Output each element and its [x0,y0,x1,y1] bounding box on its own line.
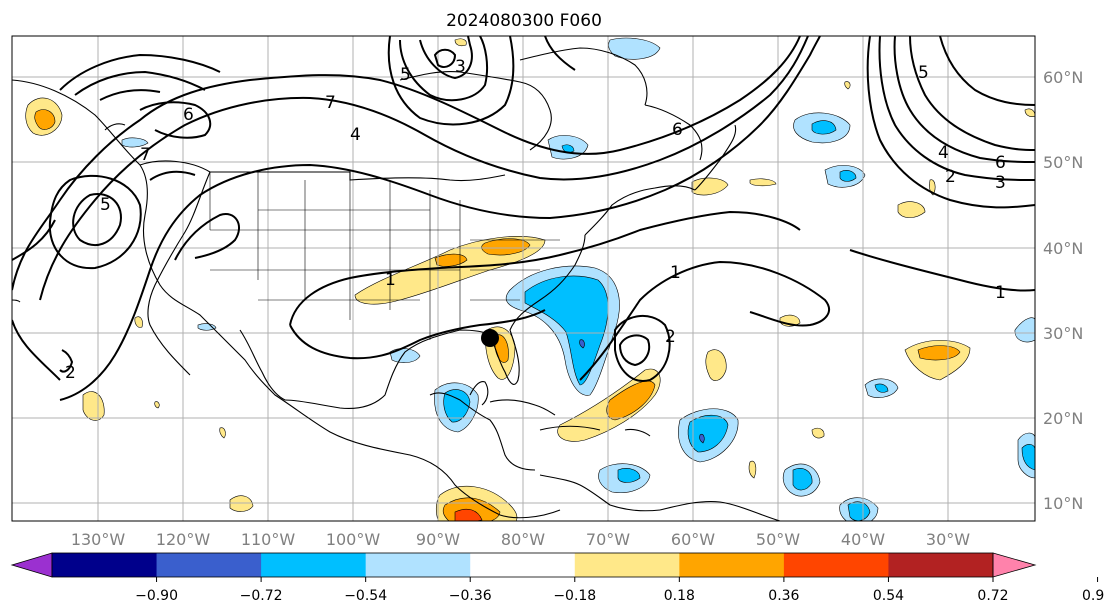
longitude-label: 100°W [326,530,381,549]
longitude-label: 130°W [71,530,126,549]
longitude-label: 120°W [156,530,211,549]
colorbar-segment [888,553,994,577]
contour-label: 2 [665,327,676,347]
latitude-label: 30°N [1043,324,1083,343]
colorbar-tick-labels: −0.90 −0.72 −0.54 −0.36 −0.18 0.18 0.36 0.54 0.7… [135,577,1105,604]
latitude-label: 10°N [1043,494,1083,513]
map-frame [11,35,1036,522]
colorbar-border [51,552,994,578]
colorbar-tick-label: −0.18 [553,588,596,604]
longitude-label: 90°W [416,530,460,549]
longitude-label: 70°W [586,530,630,549]
colorbar-tick-label: 0.18 [664,588,695,604]
map-area: 1 1 1 2 2 2 3 3 4 4 5 5 5 6 6 6 7 7 [12,36,1035,521]
contour-label: 4 [938,143,949,163]
contour-label: 7 [140,145,151,165]
colorbar-tick-label: 0.36 [768,588,799,604]
longitude-label: 60°W [671,530,715,549]
colorbar-segment [52,553,158,577]
contour-label: 6 [995,153,1006,173]
longitude-label: 30°W [926,530,970,549]
contour-label: 4 [350,125,361,145]
colorbar-extend-low [10,552,53,578]
latitude-label: 60°N [1043,68,1083,87]
longitude-label: 80°W [501,530,545,549]
contour-label: 5 [100,195,111,215]
colorbar-segment [365,553,471,577]
contour-label: 3 [995,173,1006,193]
longitude-labels: 130°W 120°W 110°W 100°W 90°W 80°W 70°W 60°W 50°W… [71,530,970,549]
colorbar-segment [156,553,262,577]
contour-label: 6 [672,120,683,140]
contour-label: 6 [183,105,194,125]
contour-label: 7 [325,93,336,113]
contour-label: 2 [945,167,956,187]
state-borders [209,172,560,340]
colorbar-segment [470,553,576,577]
contour-label: 1 [385,270,396,290]
contour-label: 5 [918,63,929,83]
contour-label: 2 [65,363,76,383]
negative-anomaly-shading [121,37,1035,521]
colorbar-extend-high [992,552,1037,578]
colorbar-tick-label: −0.36 [449,588,492,604]
colorbar-segment [679,553,785,577]
colorbar-tick-label: 0.90 [1082,588,1105,604]
colorbar-tick-label: 0.54 [873,588,904,604]
colorbar-segment [261,553,367,577]
contour-labels: 1 1 1 2 2 2 3 3 4 4 5 5 5 6 6 6 7 7 [65,57,1006,383]
latitude-label: 20°N [1043,409,1083,428]
contour-label: 5 [400,65,411,85]
colorbar-tick-label: −0.90 [135,588,178,604]
latitude-label: 50°N [1043,153,1083,172]
contour-label: 1 [670,263,681,283]
map-title: 2024080300 F060 [446,11,602,31]
contour-label: 3 [455,57,466,77]
colorbar-segment [574,553,680,577]
colorbar-tick-label: −0.72 [240,588,283,604]
colorbar-segment [783,553,889,577]
storm-position-marker [481,329,499,347]
longitude-label: 50°W [756,530,800,549]
colorbar-tick-label: −0.54 [344,588,387,604]
contour-label: 1 [995,283,1006,303]
longitude-label: 40°W [841,530,885,549]
longitude-label: 110°W [241,530,296,549]
latitude-labels: 60°N 50°N 40°N 30°N 20°N 10°N [1043,68,1083,513]
contour-lines [12,36,1035,401]
colorbar [10,552,1037,578]
colorbar-tick-label: 0.72 [977,588,1008,604]
latitude-label: 40°N [1043,239,1083,258]
